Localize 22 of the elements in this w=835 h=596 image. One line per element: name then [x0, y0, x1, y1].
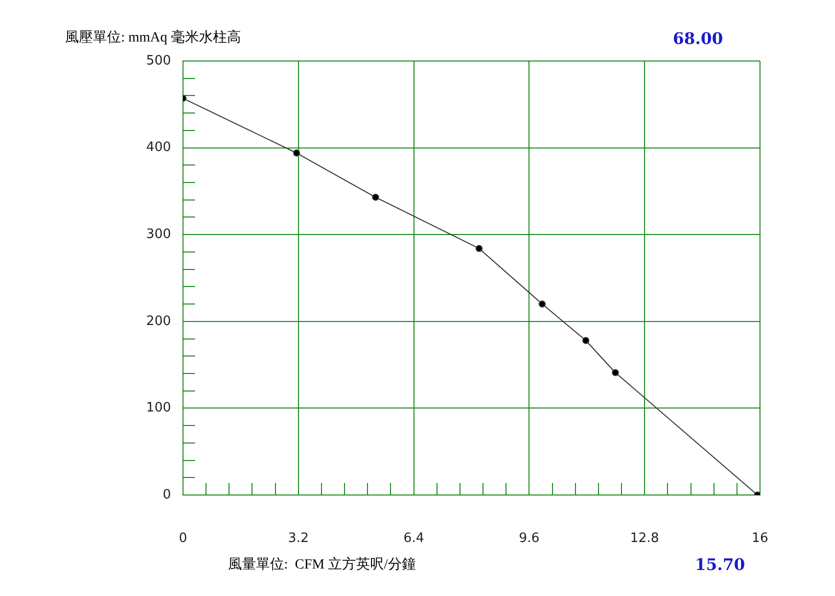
- y-tick-label: 200: [146, 314, 171, 329]
- x-tick-label: 12.8: [630, 531, 660, 546]
- y-tick-label: 400: [146, 140, 171, 156]
- y-tick-label: 0: [162, 487, 171, 502]
- point: [293, 150, 300, 157]
- x-tick-label: 0: [178, 531, 188, 546]
- point: [612, 369, 619, 376]
- y-tick-label: 300: [146, 226, 171, 242]
- x-tick-label: 3.2: [288, 531, 309, 546]
- x-tick-label: 9.6: [518, 531, 540, 546]
- point: [372, 194, 380, 201]
- y-tick-label: 100: [146, 400, 171, 416]
- x-tick-label: 16: [752, 531, 768, 546]
- x-axis-title: 風量單位: CFM 立方英呎/分鐘: [228, 556, 416, 573]
- y-axis-title: 風壓單位: mmAq 毫米水柱高: [65, 30, 241, 46]
- point: [538, 300, 546, 308]
- x-tick-label: 6.4: [403, 531, 424, 546]
- text: 15.70: [694, 555, 745, 574]
- text: 68.00: [672, 29, 723, 48]
- point: [582, 336, 590, 344]
- y-tick-label: 500: [146, 53, 171, 68]
- point: [476, 244, 483, 252]
